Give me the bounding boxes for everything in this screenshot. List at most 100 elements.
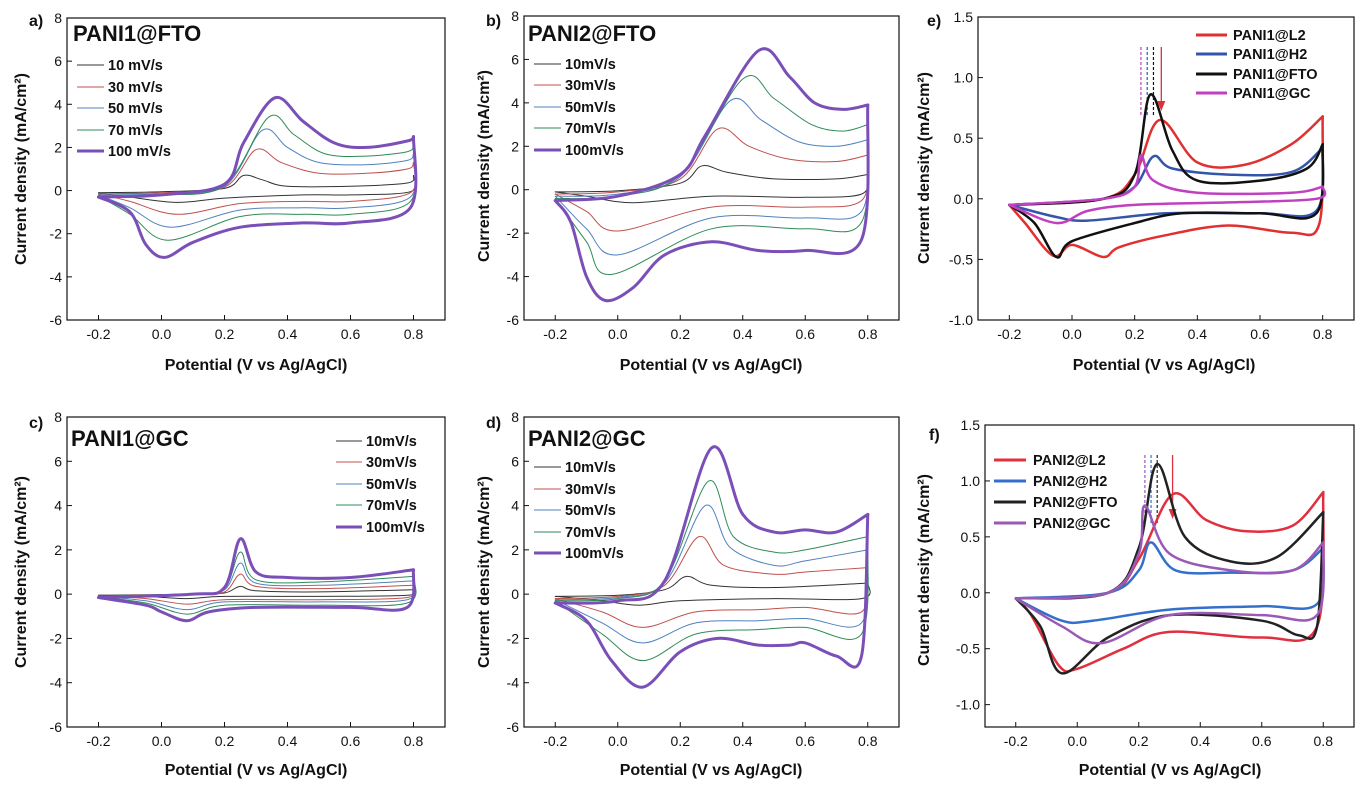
- x-tick-label: -0.2: [543, 326, 567, 342]
- panel-b-xlabel: Potential (V vs Ag/AgCl): [620, 357, 803, 374]
- panel-b-legend: 10mV/s 30mV/s 50mV/s 70mV/s 100mV/s: [534, 57, 624, 159]
- panel-d: -0.2 0.0 0.2 0.4 0.6 0.8 -6 -4 -2 0 2 4 6 8 d) PANI2@…: [476, 409, 900, 779]
- panel-b: -0.2 0.0 0.2 0.4 0.6 0.8 -6 -4 -2 0 2 4 6 8 b) PANI2@…: [476, 8, 900, 374]
- y-tick-label: 0.5: [961, 529, 981, 545]
- legend-label: 70mV/s: [366, 498, 417, 514]
- panel-f: -0.2 0.0 0.2 0.4 0.6 0.8-1.0-0.50.00.51.01.5 …: [916, 417, 1355, 779]
- x-tick-label: 0.0: [1062, 326, 1082, 342]
- x-tick-label: 0.6: [341, 733, 361, 749]
- legend-label: 10mV/s: [366, 434, 417, 450]
- y-tick-label: 6: [511, 51, 519, 67]
- series-cathodic-line: [554, 549, 869, 644]
- panel-b-ylabel: Current density (mA/cm²): [476, 70, 493, 262]
- y-tick-label: 6: [511, 453, 519, 469]
- panel-d-xlabel: Potential (V vs Ag/AgCl): [620, 762, 803, 779]
- y-tick-label: 4: [511, 95, 519, 111]
- legend-label: 100mV/s: [366, 520, 425, 536]
- y-tick-label: 1.0: [954, 70, 974, 86]
- peak-arrow-head: [1157, 101, 1166, 111]
- series-cathodic-line: [98, 153, 417, 228]
- x-tick-label: 0.0: [608, 326, 628, 342]
- y-tick-label: 1.0: [961, 473, 981, 489]
- x-tick-label: 0.2: [1125, 326, 1145, 342]
- panel-d-legend: 10mV/s 30mV/s 50mV/s 70mV/s 100mV/s: [534, 460, 624, 562]
- legend-label: 30mV/s: [366, 455, 417, 471]
- legend-label: 10 mV/s: [108, 58, 163, 74]
- x-tick-label: 0.8: [404, 733, 424, 749]
- y-tick-label: -6: [50, 312, 63, 328]
- y-tick-label: -4: [50, 675, 63, 691]
- x-tick-label: 0.2: [1129, 733, 1149, 749]
- series-cathodic-line: [554, 582, 871, 606]
- x-tick-label: 0.4: [733, 326, 753, 342]
- x-tick-label: 0.0: [608, 733, 628, 749]
- legend-label: 100 mV/s: [108, 144, 171, 160]
- legend-label: 100mV/s: [565, 143, 624, 159]
- x-tick-label: 0.2: [215, 326, 235, 342]
- series-anodic-line: [554, 536, 869, 600]
- legend-label: 50mV/s: [565, 503, 616, 519]
- y-tick-label: -1.0: [949, 312, 973, 328]
- y-tick-label: 4: [511, 498, 519, 514]
- y-tick-label: -4: [507, 675, 520, 691]
- legend-label: 30mV/s: [565, 78, 616, 94]
- panel-c-plot: -0.2 0.0 0.2 0.4 0.6 0.8 -6 -4 -2 0 2 4 6 8: [50, 409, 446, 749]
- legend-label: 50mV/s: [565, 100, 616, 116]
- y-tick-label: 1.5: [961, 417, 981, 433]
- series-cathodic-line: [1008, 146, 1325, 222]
- y-tick-label: -1.0: [956, 697, 980, 713]
- x-tick-label: 0.6: [796, 326, 816, 342]
- x-tick-label: 0.8: [858, 733, 878, 749]
- series-anodic-line: [97, 95, 415, 199]
- series-cathodic-line: [553, 103, 870, 303]
- x-tick-label: 0.4: [1191, 733, 1211, 749]
- series-cathodic-line: [98, 575, 417, 615]
- panel-f-label: f): [929, 427, 940, 444]
- y-tick-label: 2: [511, 542, 519, 558]
- panel-c-xlabel: Potential (V vs Ag/AgCl): [165, 762, 348, 779]
- x-tick-label: 0.6: [796, 733, 816, 749]
- legend-label: 50 mV/s: [108, 101, 163, 117]
- series-cathodic-line: [554, 154, 869, 232]
- plot-frame: [984, 424, 1355, 728]
- legend-label: PANI2@GC: [1033, 516, 1111, 532]
- legend-label: PANI2@L2: [1033, 453, 1106, 469]
- series-anodic-line: [98, 174, 415, 194]
- legend-label: 70mV/s: [565, 121, 616, 137]
- y-tick-label: 1.5: [954, 9, 974, 25]
- x-tick-label: 0.4: [1188, 326, 1208, 342]
- x-tick-label: -0.2: [86, 326, 110, 342]
- panel-f-plot: -0.2 0.0 0.2 0.4 0.6 0.8 -1.0 -0.5 0.0 0.5 1.0 1.5: [956, 417, 1355, 749]
- series-cathodic-line: [554, 124, 869, 275]
- x-tick-label: 0.8: [404, 326, 424, 342]
- x-tick-label: 0.6: [1252, 733, 1272, 749]
- legend-label: 30mV/s: [565, 482, 616, 498]
- y-tick-label: -6: [507, 312, 520, 328]
- x-tick-label: 0.0: [1068, 733, 1088, 749]
- panel-e-xlabel: Potential (V vs Ag/AgCl): [1073, 357, 1256, 374]
- x-tick-label: 0.4: [278, 733, 298, 749]
- panel-a-plot: -0.2 0.0 0.2 0.4 0.6 0.8 -6 -4 -2 0 2 4 6 8: [50, 10, 446, 342]
- y-tick-label: 0: [54, 586, 62, 602]
- y-tick-label: -0.5: [949, 251, 973, 267]
- y-tick-label: 6: [54, 453, 62, 469]
- plot-frame: [977, 16, 1355, 321]
- panel-c-ylabel: Current density (mA/cm²): [13, 476, 30, 668]
- panel-c: -0.2 0.0 0.2 0.4 0.6 0.8 -6 -4 -2 0 2 4 6 8 c) PANI1@…: [13, 409, 446, 779]
- y-tick-label: 4: [54, 498, 62, 514]
- y-tick-label: 2: [54, 542, 62, 558]
- y-tick-label: 8: [511, 8, 519, 24]
- y-tick-label: -2: [50, 226, 63, 242]
- series-cathodic-line: [1008, 185, 1327, 225]
- legend-label: 30 mV/s: [108, 80, 163, 96]
- x-tick-label: 0.4: [733, 733, 753, 749]
- series-anodic-line: [1008, 153, 1324, 207]
- panel-e-ylabel: Current density (mA/cm²): [916, 72, 933, 264]
- y-tick-label: 0.5: [954, 130, 974, 146]
- y-tick-label: -2: [507, 225, 520, 241]
- x-tick-label: 0.8: [1314, 733, 1334, 749]
- series-cathodic-line: [98, 162, 417, 215]
- x-tick-label: 0.8: [1313, 326, 1333, 342]
